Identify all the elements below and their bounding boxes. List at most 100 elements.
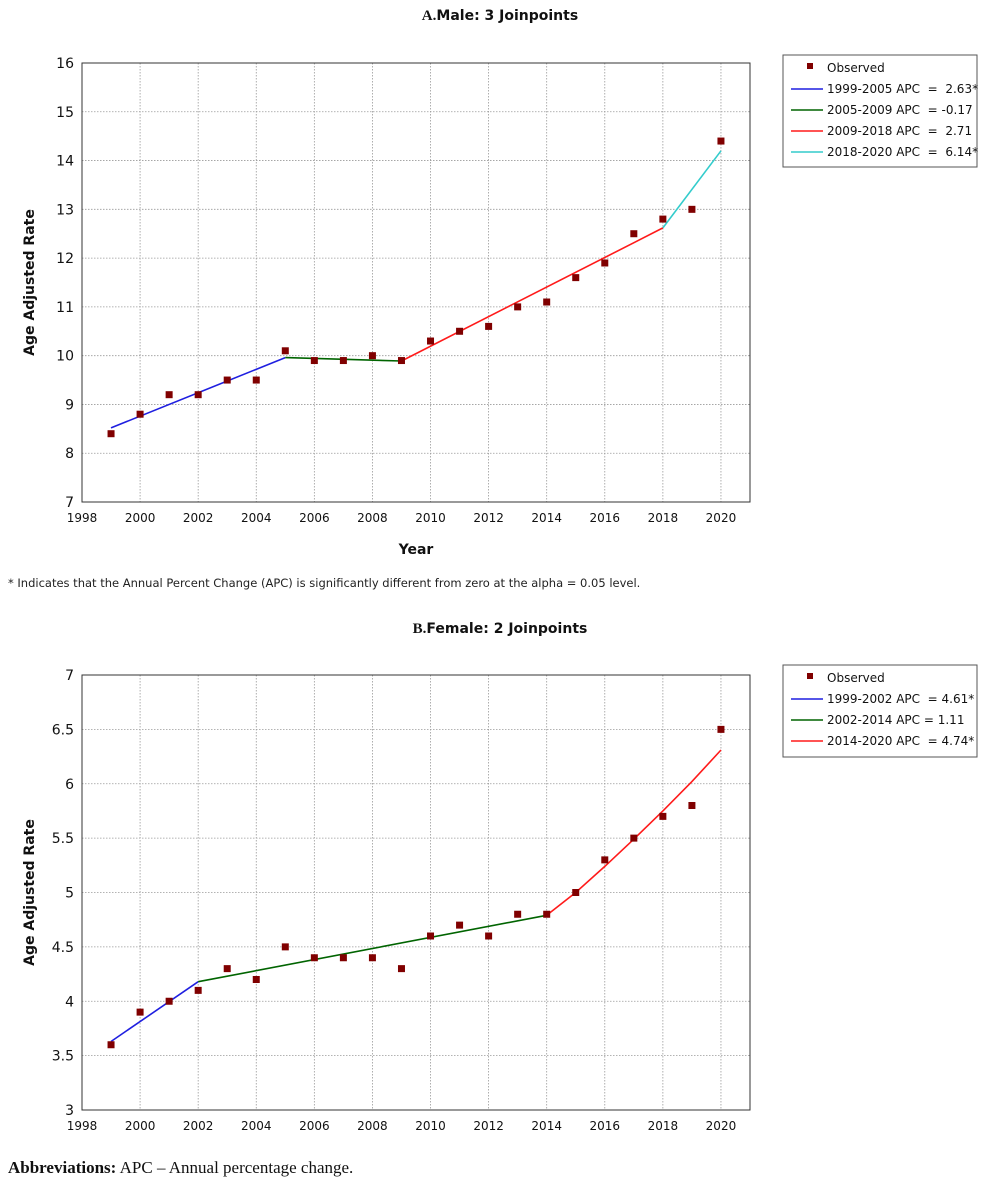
- chart-a-observed-point: [223, 376, 231, 384]
- chart-a: 1998 2000 2002 2004 2006 2008 2010 2012 2014 2016…: [22, 54, 978, 558]
- chart-b-observed-point: [165, 997, 173, 1005]
- chart-b-y-tick-label: 7: [65, 668, 74, 684]
- chart-a-x-tick-label: 2008: [357, 511, 388, 525]
- chart-a-legend-label-3: 2009-2018 APC = 2.71: [827, 124, 972, 138]
- chart-a-x-tick-label: 2006: [299, 511, 330, 525]
- chart-b-panel-letter: B.: [412, 621, 427, 637]
- chart-b-x-tick-label: 2002: [183, 1119, 214, 1133]
- chart-b-observed-point: [456, 921, 464, 929]
- chart-b-observed-point: [514, 910, 522, 918]
- chart-b-y-tick-label: 4: [65, 994, 74, 1010]
- chart-a-observed-point: [397, 357, 405, 365]
- chart-b-x-tick-label: 2016: [590, 1119, 621, 1133]
- chart-a-x-tick-label: 2016: [590, 511, 621, 525]
- chart-a-y-tick-label: 7: [65, 495, 74, 511]
- chart-b-x-tick-label: 1998: [67, 1119, 98, 1133]
- chart-b-y-tick-label: 5: [65, 886, 74, 902]
- chart-a-y-tick-label: 14: [56, 154, 74, 170]
- chart-b-observed-point: [368, 954, 376, 962]
- chart-b-y-tick-label: 3: [65, 1103, 74, 1119]
- chart-a-y-tick-label: 10: [56, 349, 74, 365]
- chart-b-x-tick-label: 2012: [473, 1119, 504, 1133]
- chart-a-legend-box: [782, 54, 978, 168]
- chart-a-x-tick-label: 2004: [241, 511, 272, 525]
- chart-b-observed-point: [572, 889, 580, 896]
- chart-a-legend-marker-observed: [807, 63, 813, 69]
- chart-a-x-tick-label: 2012: [473, 511, 504, 525]
- chart-a-y-tick-label: 9: [65, 397, 74, 413]
- chart-a-y-tick-label: 8: [65, 446, 74, 462]
- chart-a-legend-label-2: 2005-2009 APC = -0.17: [827, 103, 973, 117]
- chart-b-observed-point: [717, 725, 725, 733]
- chart-b-observed-point: [397, 965, 405, 973]
- chart-b-legend-label-2: 2002-2014 APC = 1.11: [827, 713, 964, 727]
- chart-b: 1998 2000 2002 2004 2006 2008 2010 2012 2014 2016…: [22, 664, 978, 1133]
- chart-b-x-tick-label: 2010: [415, 1119, 446, 1133]
- chart-b-legend-label-3: 2014-2020 APC = 4.74*: [827, 734, 974, 748]
- chart-a-observed-point: [281, 347, 289, 355]
- chart-a-x-tick-label: 2010: [415, 511, 446, 525]
- chart-b-observed-point: [339, 954, 347, 962]
- chart-a-title-text: Male: 3 Joinpoints: [436, 8, 579, 24]
- chart-a-observed-point: [688, 205, 696, 213]
- chart-a-x-tick-label: 1998: [67, 511, 98, 525]
- chart-b-y-tick-label: 6.5: [52, 722, 74, 738]
- chart-a-observed-point: [136, 410, 144, 418]
- chart-b-x-tick-label: 2018: [648, 1119, 679, 1133]
- chart-b-x-tick-label: 2008: [357, 1119, 388, 1133]
- chart-b-observed-point: [252, 976, 260, 983]
- abbreviations-note: Abbreviations: APC – Annual percentage c…: [8, 1158, 353, 1178]
- chart-a-title: A.Male: 3 Joinpoints: [0, 8, 1000, 25]
- chart-a-plot-frame: [81, 62, 751, 503]
- chart-a-y-tick-label: 15: [56, 105, 74, 121]
- chart-b-y-tick-label: 3.5: [52, 1049, 74, 1065]
- chart-b-y-tick-label: 6: [65, 777, 74, 793]
- chart-a-observed-point: [310, 357, 318, 365]
- chart-b-observed-point: [543, 910, 551, 918]
- chart-a-x-tick-label: 2002: [183, 511, 214, 525]
- chart-a-observed-point: [368, 352, 376, 360]
- chart-a-plot-area: [82, 63, 750, 502]
- chart-b-trend-segment-1: [110, 981, 199, 1043]
- chart-b-x-tick-label: 2014: [531, 1119, 562, 1133]
- chart-b-title: B.Female: 2 Joinpoints: [0, 621, 1000, 638]
- chart-b-x-tick-label: 2004: [241, 1119, 272, 1133]
- chart-a-panel-letter: A.: [421, 8, 437, 24]
- chart-a-x-tick-label: 2014: [531, 511, 562, 525]
- chart-a-x-axis-label: Year: [398, 542, 434, 558]
- chart-a-observed-point: [717, 137, 725, 145]
- chart-b-observed-point: [281, 943, 289, 951]
- chart-b-observed-point: [485, 932, 493, 940]
- chart-a-observed-point: [630, 230, 638, 238]
- chart-a-observed-point: [485, 322, 493, 330]
- chart-a-observed-point: [601, 259, 609, 267]
- chart-b-legend-label-observed: Observed: [827, 671, 885, 685]
- significance-footnote: * Indicates that the Annual Percent Chan…: [8, 576, 641, 590]
- chart-b-x-tick-label: 2020: [706, 1119, 737, 1133]
- chart-a-y-tick-label: 13: [56, 202, 74, 218]
- chart-b-y-axis-label: Age Adjusted Rate: [22, 819, 38, 966]
- chart-a-y-tick-label: 11: [56, 300, 74, 316]
- chart-a-observed-point: [514, 303, 522, 311]
- chart-b-plot-frame: [81, 674, 751, 1111]
- chart-b-observed-point: [427, 932, 435, 940]
- chart-b-observed-point: [107, 1041, 115, 1049]
- chart-a-observed-point: [572, 274, 580, 282]
- chart-a-observed-point: [165, 391, 173, 399]
- chart-b-observed-point: [136, 1008, 144, 1016]
- chart-a-y-axis-label: Age Adjusted Rate: [22, 209, 38, 356]
- chart-a-legend-label-observed: Observed: [827, 61, 885, 75]
- chart-a-observed-point: [107, 430, 115, 438]
- chart-b-observed-point: [630, 834, 638, 842]
- chart-b-x-tick-label: 2006: [299, 1119, 330, 1133]
- chart-a-y-tick-label: 12: [56, 251, 74, 267]
- chart-b-trend-segment-2: [198, 914, 547, 983]
- chart-a-x-tick-label: 2000: [125, 511, 156, 525]
- chart-b-legend-marker-observed: [807, 673, 813, 679]
- chart-b-x-tick-label: 2000: [125, 1119, 156, 1133]
- chart-a-trend-segment-3: [401, 227, 664, 362]
- chart-a-legend-label-4: 2018-2020 APC = 6.14*: [827, 145, 978, 159]
- chart-a-observed-point: [543, 298, 551, 306]
- chart-a-y-tick-label: 16: [56, 56, 74, 72]
- chart-b-observed-point: [601, 856, 609, 864]
